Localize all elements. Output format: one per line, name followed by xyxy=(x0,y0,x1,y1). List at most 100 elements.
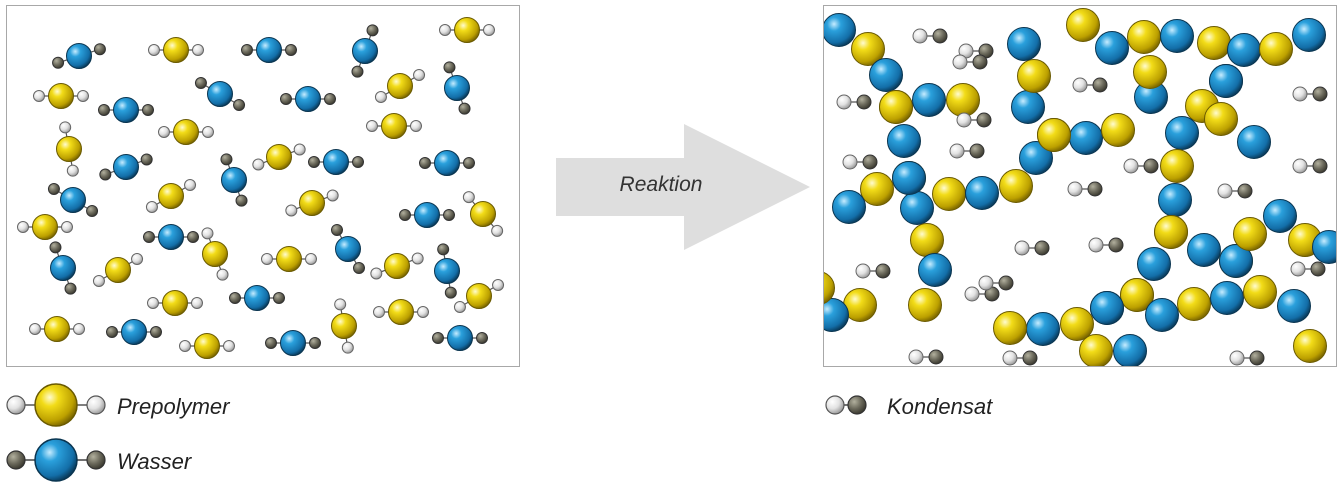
water-molecule xyxy=(241,37,297,63)
white-atom xyxy=(964,286,980,302)
yellow-atom xyxy=(384,253,410,279)
blue-unit xyxy=(965,176,999,210)
white-atom xyxy=(1217,183,1233,199)
water-molecule xyxy=(399,202,455,228)
blue-atom xyxy=(50,255,76,281)
end-atom xyxy=(366,24,379,37)
yellow-atom xyxy=(32,214,58,240)
polymer-chain xyxy=(1120,275,1327,363)
end-atom xyxy=(399,209,411,221)
water-molecule xyxy=(47,183,99,217)
blue-unit xyxy=(1090,291,1124,325)
water-molecule xyxy=(98,97,154,123)
products-panel xyxy=(823,5,1337,367)
prepolymer-molecule xyxy=(148,37,204,63)
prepolymer-molecule xyxy=(373,299,429,325)
reactants-panel xyxy=(6,5,520,367)
white-atom xyxy=(952,54,968,70)
end-atom xyxy=(476,332,488,344)
end-atom xyxy=(413,69,426,81)
dark-atom xyxy=(1249,350,1265,366)
reactant-molecules xyxy=(17,17,505,359)
yellow-unit xyxy=(908,288,942,322)
water-molecule xyxy=(229,285,285,311)
end-atom xyxy=(458,102,471,115)
end-atom xyxy=(187,231,199,243)
end-atom xyxy=(86,205,99,217)
dark-atom xyxy=(1312,158,1328,174)
polymer-chain xyxy=(824,272,877,332)
dark-atom xyxy=(1034,240,1050,256)
blue-atom xyxy=(295,86,321,112)
blue-atom xyxy=(352,38,378,64)
blue-atom xyxy=(221,167,247,193)
blue-atom xyxy=(444,75,470,101)
prepolymer-molecule xyxy=(374,69,426,103)
blue-atom xyxy=(335,236,361,262)
end-atom xyxy=(150,326,162,338)
end-atom xyxy=(191,297,203,309)
water-molecule xyxy=(434,243,460,299)
dark-atom xyxy=(928,349,944,365)
end-atom xyxy=(220,153,233,166)
white-atom xyxy=(908,349,924,365)
blue-atom xyxy=(66,43,92,69)
condensate-molecule xyxy=(956,112,992,128)
legend-prepolymer: Prepolymer xyxy=(4,382,264,428)
water-molecule xyxy=(106,319,162,345)
yellow-unit xyxy=(1037,118,1071,152)
end-atom xyxy=(131,253,144,265)
yellow-atom xyxy=(194,333,220,359)
water-molecule xyxy=(308,149,364,175)
end-atom xyxy=(201,227,214,240)
blue-atom xyxy=(113,154,139,180)
water-molecule xyxy=(351,24,379,78)
prepolymer-molecule xyxy=(366,113,422,139)
end-atom xyxy=(252,158,265,171)
blue-unit xyxy=(892,161,926,195)
condensate-molecule xyxy=(1123,158,1159,174)
end-atom xyxy=(52,56,65,69)
blue-unit xyxy=(887,124,921,158)
legend-kondensat: Kondensat xyxy=(821,382,1041,428)
end-atom xyxy=(366,120,378,132)
end-atom xyxy=(419,157,431,169)
end-atom xyxy=(49,241,62,254)
end-atom xyxy=(374,91,387,103)
prepolymer-molecule xyxy=(370,252,424,280)
yellow-atom xyxy=(173,119,199,145)
yellow-unit xyxy=(1079,334,1113,366)
blue-unit xyxy=(1292,18,1326,52)
dark-atom xyxy=(972,54,988,70)
condensate-molecule xyxy=(1292,86,1328,102)
end-atom xyxy=(439,24,451,36)
blue-atom xyxy=(447,325,473,351)
end-atom xyxy=(179,340,191,352)
end-atom xyxy=(140,153,153,166)
end-atom xyxy=(98,104,110,116)
water-molecule xyxy=(443,61,471,115)
end-atom xyxy=(192,44,204,56)
end-atom xyxy=(309,337,321,349)
dark-atom xyxy=(1312,86,1328,102)
dark-atom xyxy=(1087,181,1103,197)
end-atom xyxy=(373,306,385,318)
yellow-atom xyxy=(466,283,492,309)
end-atom xyxy=(324,93,336,105)
white-atom xyxy=(1072,77,1088,93)
yellow-atom xyxy=(266,144,292,170)
white-atom xyxy=(978,275,994,291)
end-atom xyxy=(216,268,229,281)
end-atom xyxy=(285,204,298,217)
white-atom xyxy=(1067,181,1083,197)
end-atom xyxy=(331,223,343,236)
blue-unit xyxy=(1277,289,1311,323)
dark-atom xyxy=(1092,77,1108,93)
polymer-chain xyxy=(1219,199,1336,278)
blue-unit xyxy=(1069,121,1103,155)
blue-unit xyxy=(1210,281,1244,315)
end-atom xyxy=(308,156,320,168)
legend-wasser: Wasser xyxy=(4,437,224,483)
white-atom xyxy=(1290,261,1306,277)
end-atom xyxy=(463,157,475,169)
